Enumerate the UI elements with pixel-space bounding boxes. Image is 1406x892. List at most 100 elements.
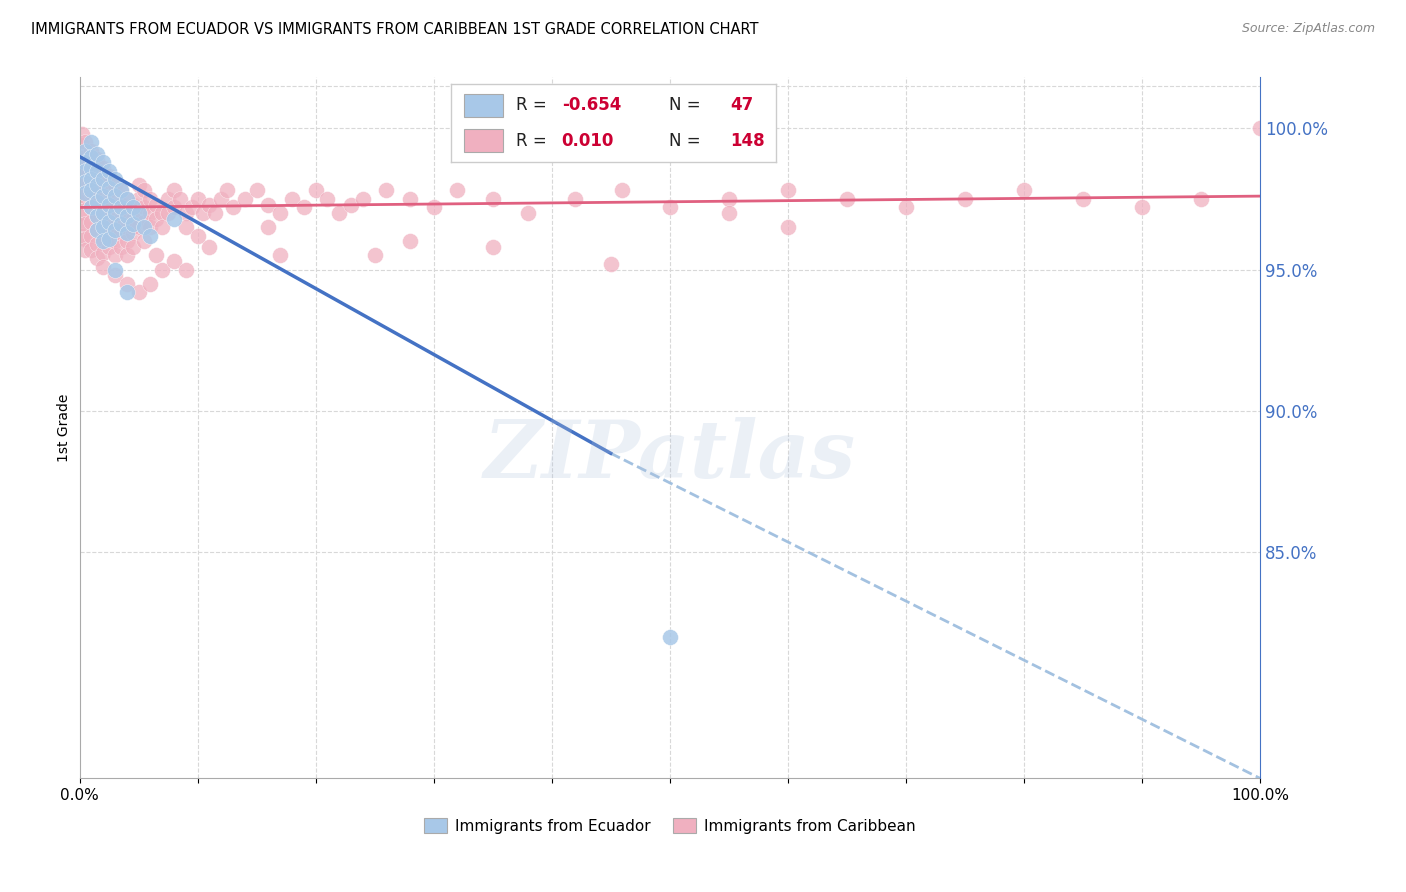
Point bbox=[612, 184, 634, 198]
Point bbox=[104, 220, 127, 235]
Point bbox=[75, 186, 97, 201]
Point bbox=[352, 192, 374, 206]
Point bbox=[145, 211, 167, 226]
Point bbox=[98, 180, 121, 194]
Point bbox=[86, 223, 108, 237]
Point bbox=[215, 184, 238, 198]
Point bbox=[115, 220, 138, 235]
Point bbox=[198, 197, 221, 211]
Point bbox=[163, 211, 186, 226]
Point bbox=[204, 206, 226, 220]
Point bbox=[70, 150, 93, 164]
Point bbox=[104, 192, 127, 206]
Point bbox=[363, 248, 385, 262]
Point bbox=[104, 235, 127, 249]
Point bbox=[70, 161, 93, 175]
Point bbox=[145, 248, 167, 262]
Point bbox=[75, 175, 97, 189]
Point bbox=[98, 226, 121, 240]
Point bbox=[269, 248, 291, 262]
Point bbox=[104, 262, 127, 277]
Point bbox=[75, 231, 97, 245]
Point bbox=[91, 218, 114, 232]
Point bbox=[86, 209, 108, 223]
Point bbox=[658, 630, 681, 644]
Point bbox=[98, 197, 121, 211]
Point bbox=[110, 226, 132, 240]
Point bbox=[91, 161, 114, 175]
Text: IMMIGRANTS FROM ECUADOR VS IMMIGRANTS FROM CARIBBEAN 1ST GRADE CORRELATION CHART: IMMIGRANTS FROM ECUADOR VS IMMIGRANTS FR… bbox=[31, 22, 758, 37]
Point bbox=[128, 220, 150, 235]
Point bbox=[75, 136, 97, 150]
Point bbox=[104, 189, 127, 203]
Point bbox=[98, 163, 121, 178]
Point bbox=[104, 223, 127, 237]
Point bbox=[98, 211, 121, 226]
Point bbox=[86, 163, 108, 178]
Point bbox=[481, 240, 503, 254]
Point bbox=[80, 186, 103, 201]
Point bbox=[115, 192, 138, 206]
Point bbox=[422, 201, 444, 215]
Point bbox=[187, 192, 209, 206]
Point bbox=[80, 136, 103, 150]
Point bbox=[91, 245, 114, 260]
Point bbox=[180, 201, 202, 215]
Point bbox=[70, 218, 93, 232]
Point bbox=[70, 138, 93, 153]
Point bbox=[98, 240, 121, 254]
Text: ZIPatlas: ZIPatlas bbox=[484, 417, 856, 494]
Point bbox=[110, 218, 132, 232]
Point bbox=[340, 197, 363, 211]
Point bbox=[86, 178, 108, 192]
Point bbox=[86, 180, 108, 194]
Point bbox=[91, 172, 114, 186]
Point bbox=[121, 226, 143, 240]
Point bbox=[121, 220, 143, 235]
Point bbox=[91, 231, 114, 245]
Point bbox=[110, 201, 132, 215]
Point bbox=[163, 184, 186, 198]
Point bbox=[104, 248, 127, 262]
Point bbox=[80, 201, 103, 215]
Point bbox=[86, 153, 108, 167]
Point bbox=[150, 262, 173, 277]
Point bbox=[304, 184, 326, 198]
Point bbox=[658, 201, 681, 215]
Point bbox=[157, 192, 180, 206]
Point bbox=[70, 206, 93, 220]
Point bbox=[80, 144, 103, 158]
Point bbox=[104, 172, 127, 186]
Point bbox=[1130, 201, 1153, 215]
Point bbox=[98, 214, 121, 228]
Point bbox=[257, 197, 280, 211]
Point bbox=[110, 240, 132, 254]
Point bbox=[121, 218, 143, 232]
Point bbox=[91, 220, 114, 235]
Point bbox=[115, 209, 138, 223]
Point bbox=[139, 220, 162, 235]
Point bbox=[75, 161, 97, 175]
Point bbox=[115, 226, 138, 240]
Point bbox=[134, 235, 156, 249]
Point bbox=[222, 201, 245, 215]
Point bbox=[110, 184, 132, 198]
Point bbox=[86, 223, 108, 237]
Point bbox=[481, 192, 503, 206]
Point bbox=[209, 192, 232, 206]
Point bbox=[245, 184, 267, 198]
Point bbox=[139, 277, 162, 291]
Point bbox=[91, 155, 114, 169]
Point bbox=[80, 172, 103, 186]
Point bbox=[717, 192, 740, 206]
Point bbox=[128, 178, 150, 192]
Point bbox=[115, 235, 138, 249]
Point bbox=[174, 206, 197, 220]
Point bbox=[128, 285, 150, 300]
Point bbox=[115, 277, 138, 291]
Point bbox=[233, 192, 256, 206]
Point bbox=[953, 192, 976, 206]
Point bbox=[91, 189, 114, 203]
Point bbox=[80, 214, 103, 228]
Point bbox=[75, 218, 97, 232]
